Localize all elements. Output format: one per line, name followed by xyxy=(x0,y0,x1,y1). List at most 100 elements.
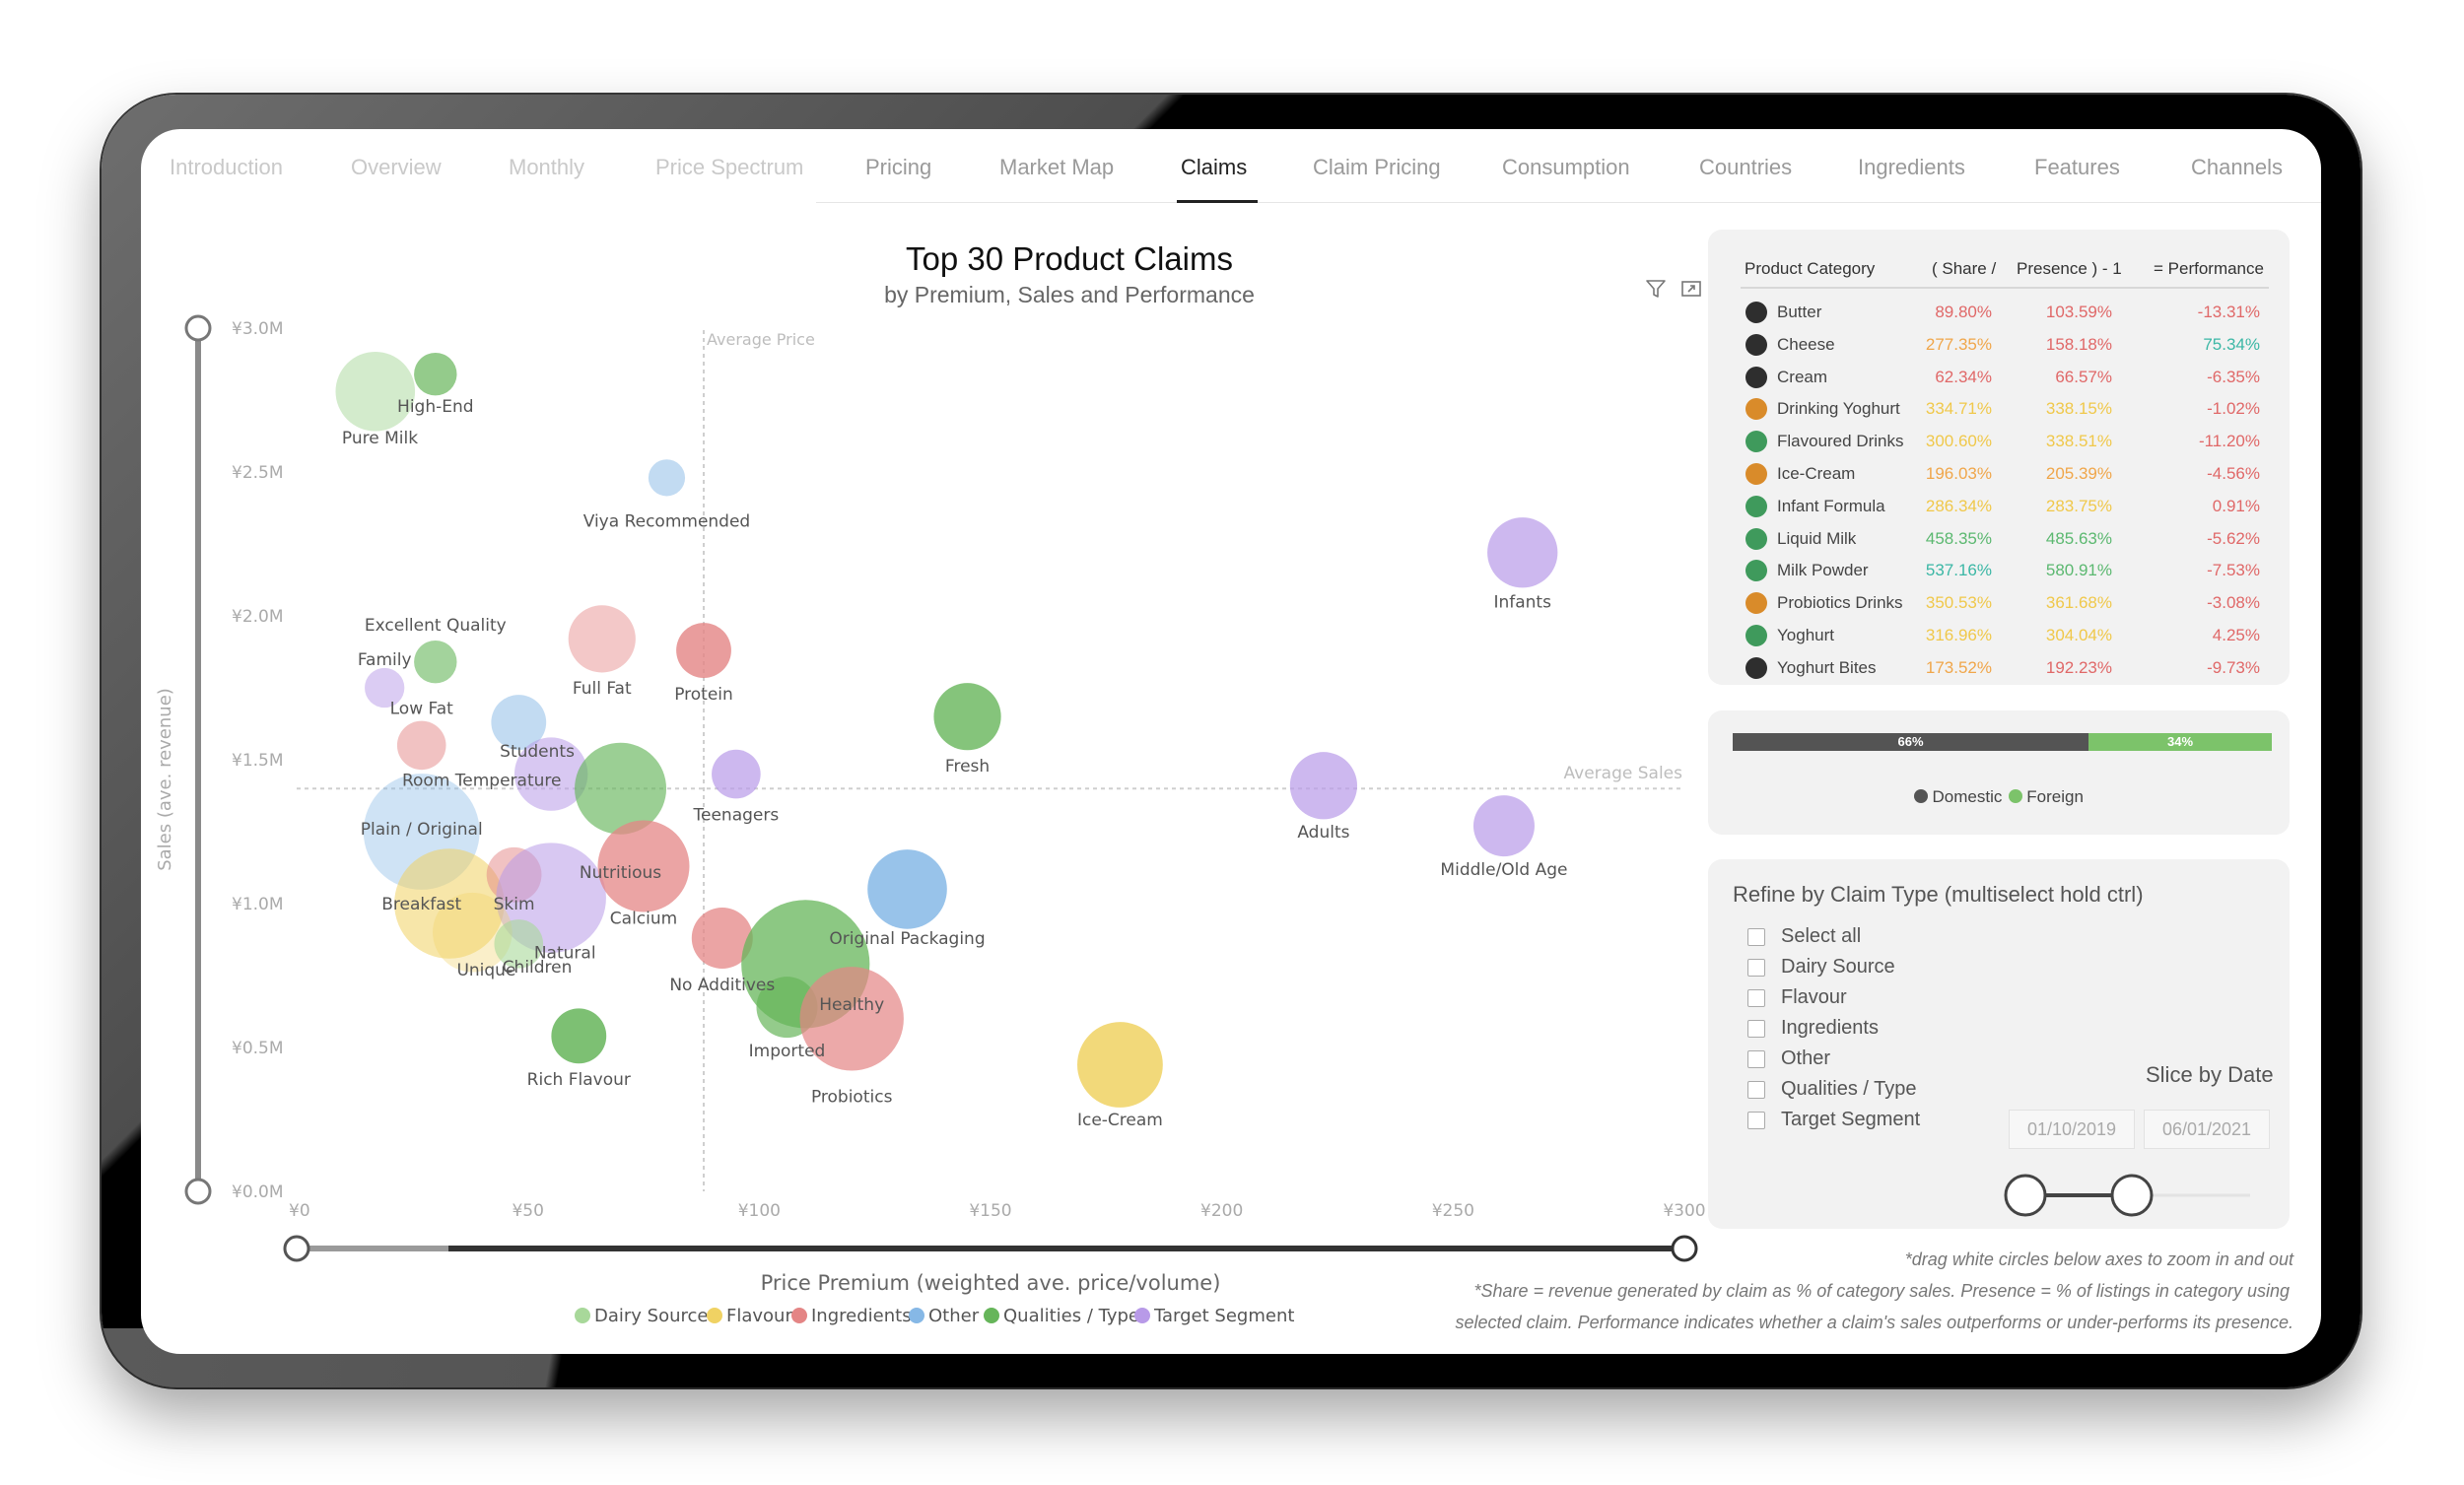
start-date-handle[interactable] xyxy=(2004,1174,2047,1217)
tab-price-spectrum[interactable]: Price Spectrum xyxy=(655,155,804,179)
bubble-high-end[interactable] xyxy=(414,353,457,396)
bubble-label-natural: Natural xyxy=(534,944,596,964)
bubble-no-additives[interactable] xyxy=(691,908,753,970)
checkbox[interactable] xyxy=(1747,989,1765,1007)
bubble-fresh[interactable] xyxy=(933,683,1001,751)
bubble-teenagers[interactable] xyxy=(712,749,761,799)
bubble-rich-flavour[interactable] xyxy=(551,1008,607,1064)
table-row[interactable]: Butter 89.80% 103.59% -13.31% xyxy=(1708,297,2290,328)
category-color-dot xyxy=(1745,302,1767,323)
bubble-low-fat[interactable] xyxy=(396,720,446,771)
category-color-dot xyxy=(1745,333,1767,356)
table-row[interactable]: Milk Powder 537.16% 580.91% -7.53% xyxy=(1708,555,2290,586)
y-zoom-top-handle[interactable] xyxy=(184,314,212,342)
category-color-dot xyxy=(1745,625,1767,646)
tab-ingredients[interactable]: Ingredients xyxy=(1858,155,1965,179)
bubble-pure-milk[interactable] xyxy=(335,351,416,432)
tab-introduction[interactable]: Introduction xyxy=(170,155,283,179)
scatter-chart: Average Price Average Sales Pure Milk High… xyxy=(155,314,1706,1326)
bubble-adults[interactable] xyxy=(1289,752,1358,820)
legend-label-other[interactable]: Other xyxy=(928,1306,980,1326)
legend-label-flavour[interactable]: Flavour xyxy=(726,1306,792,1326)
table-row[interactable]: Ice-Cream 196.03% 205.39% -4.56% xyxy=(1708,458,2290,490)
checkbox[interactable] xyxy=(1747,1050,1765,1068)
table-row[interactable]: Cream 62.34% 66.57% -6.35% xyxy=(1708,362,2290,393)
tab-market-map[interactable]: Market Map xyxy=(999,155,1115,179)
bubble-viya-recommended[interactable] xyxy=(648,459,686,497)
presence-value: 192.23% xyxy=(2045,657,2112,677)
domestic-bar-segment[interactable]: 66% xyxy=(1733,733,2088,751)
bubble-original-packaging[interactable] xyxy=(867,849,947,929)
bubble-nutritious[interactable] xyxy=(575,742,667,835)
bubble-room-temperature[interactable] xyxy=(513,737,588,811)
bubble-label-infants: Infants xyxy=(1493,592,1551,612)
bubble-students[interactable] xyxy=(491,695,547,750)
start-date-input[interactable]: 01/10/2019 xyxy=(2009,1110,2135,1149)
legend-label-qualities-type[interactable]: Qualities / Type xyxy=(1003,1306,1139,1326)
category-color-dot xyxy=(1745,463,1767,485)
tab-monthly[interactable]: Monthly xyxy=(509,155,585,179)
bubble-breakfast[interactable] xyxy=(394,848,505,959)
bubble-protein[interactable] xyxy=(676,623,731,678)
tab-pricing[interactable]: Pricing xyxy=(865,155,932,179)
refine-title: Refine by Claim Type (multiselect hold c… xyxy=(1733,882,2144,907)
table-row[interactable]: Flavoured Drinks 300.60% 338.51% -11.20% xyxy=(1708,426,2290,457)
tab-consumption[interactable]: Consumption xyxy=(1502,155,1630,179)
end-date-handle[interactable] xyxy=(2110,1174,2154,1217)
tab-claim-pricing[interactable]: Claim Pricing xyxy=(1313,155,1441,179)
table-row[interactable]: Liquid Milk 458.35% 485.63% -5.62% xyxy=(1708,523,2290,555)
tab-overview[interactable]: Overview xyxy=(351,155,442,179)
foreign-bar-segment[interactable]: 34% xyxy=(2088,733,2272,751)
bubble-label-nutritious: Nutritious xyxy=(580,863,661,883)
bubble-children[interactable] xyxy=(494,919,544,969)
checkbox-label: Other xyxy=(1781,1047,1831,1069)
checkbox[interactable] xyxy=(1747,1081,1765,1099)
origin-legend: Domestic Foreign xyxy=(1708,787,2290,807)
table-row[interactable]: Infant Formula 286.34% 283.75% 0.91% xyxy=(1708,491,2290,522)
bubble-label-rich-flavour: Rich Flavour xyxy=(527,1070,631,1090)
focus-mode-icon[interactable] xyxy=(1679,277,1703,301)
table-row[interactable]: Probiotics Drinks 350.53% 361.68% -3.08% xyxy=(1708,587,2290,619)
bubble-probiotics[interactable] xyxy=(799,967,904,1071)
legend-label-dairy-source[interactable]: Dairy Source xyxy=(594,1306,709,1326)
bubble-calcium[interactable] xyxy=(597,820,690,912)
checkbox[interactable] xyxy=(1747,928,1765,946)
bubble-label-adults: Adults xyxy=(1297,823,1349,843)
legend-dot-flavour xyxy=(707,1308,722,1323)
table-header-divider xyxy=(1741,287,2269,289)
table-row[interactable]: Drinking Yoghurt 334.71% 338.15% -1.02% xyxy=(1708,393,2290,425)
x-tick-label: ¥200 xyxy=(1200,1201,1243,1221)
bubble-family[interactable] xyxy=(365,667,405,709)
tab-countries[interactable]: Countries xyxy=(1699,155,1793,179)
checkbox[interactable] xyxy=(1747,1112,1765,1129)
chart-title: Top 30 Product Claims xyxy=(906,240,1233,277)
legend-dot-ingredients xyxy=(791,1308,807,1323)
filter-icon[interactable] xyxy=(1644,277,1668,301)
table-row[interactable]: Cheese 277.35% 158.18% 75.34% xyxy=(1708,329,2290,361)
end-date-input[interactable]: 06/01/2021 xyxy=(2144,1110,2270,1149)
share-value: 62.34% xyxy=(1935,367,1992,386)
table-row[interactable]: Yoghurt Bites 173.52% 192.23% -9.73% xyxy=(1708,652,2290,684)
bubble-unique[interactable] xyxy=(433,892,513,973)
legend-label-ingredients[interactable]: Ingredients xyxy=(811,1306,912,1326)
x-zoom-right-handle[interactable] xyxy=(1671,1235,1698,1262)
bubble-ice-cream[interactable] xyxy=(1077,1022,1163,1108)
y-zoom-bottom-handle[interactable] xyxy=(184,1178,212,1205)
checkbox[interactable] xyxy=(1747,959,1765,977)
category-name: Yoghurt Bites xyxy=(1777,657,1877,677)
tab-channels[interactable]: Channels xyxy=(2191,155,2283,179)
checkbox[interactable] xyxy=(1747,1020,1765,1038)
tab-claims[interactable]: Claims xyxy=(1181,155,1248,179)
legend-label-target-segment[interactable]: Target Segment xyxy=(1153,1306,1294,1326)
bubble-middle-old-age[interactable] xyxy=(1472,795,1535,857)
bubble-excellent-quality[interactable] xyxy=(414,641,457,684)
table-row[interactable]: Yoghurt 316.96% 304.04% 4.25% xyxy=(1708,620,2290,651)
bubble-full-fat[interactable] xyxy=(568,605,636,673)
x-zoom-left-handle[interactable] xyxy=(283,1235,310,1262)
tab-features[interactable]: Features xyxy=(2034,155,2120,179)
legend-dot-other xyxy=(909,1308,924,1323)
date-range-slider[interactable] xyxy=(2004,1171,2280,1220)
bubble-label-excellent-quality: Excellent Quality xyxy=(365,616,507,636)
category-name: Butter xyxy=(1777,303,1822,321)
bubble-infants[interactable] xyxy=(1487,517,1558,588)
